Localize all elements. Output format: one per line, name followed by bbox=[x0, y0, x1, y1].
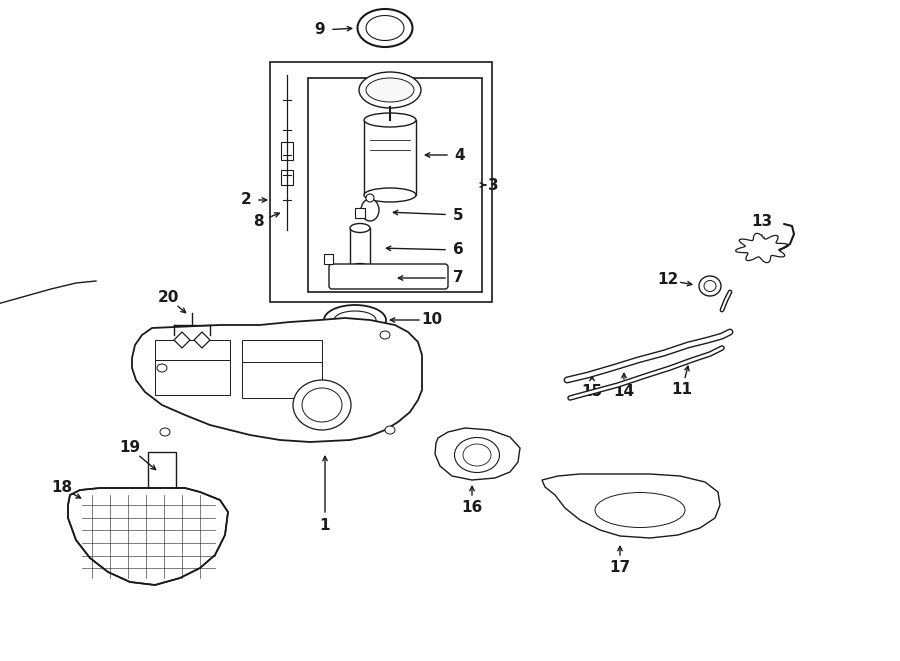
Ellipse shape bbox=[463, 444, 491, 466]
Text: 13: 13 bbox=[752, 215, 772, 229]
Ellipse shape bbox=[324, 305, 386, 335]
Text: 8: 8 bbox=[253, 215, 264, 229]
Text: 17: 17 bbox=[609, 561, 631, 576]
Ellipse shape bbox=[357, 9, 412, 47]
Text: 1: 1 bbox=[320, 518, 330, 533]
Ellipse shape bbox=[364, 113, 416, 127]
Ellipse shape bbox=[160, 428, 170, 436]
Ellipse shape bbox=[334, 311, 376, 329]
Ellipse shape bbox=[380, 331, 390, 339]
FancyBboxPatch shape bbox=[329, 264, 448, 289]
Bar bbox=[148, 452, 176, 492]
Text: 12: 12 bbox=[657, 272, 679, 288]
Text: 7: 7 bbox=[453, 270, 464, 286]
Ellipse shape bbox=[361, 199, 379, 221]
Ellipse shape bbox=[366, 15, 404, 40]
Ellipse shape bbox=[371, 19, 399, 37]
Ellipse shape bbox=[350, 264, 370, 272]
Text: 15: 15 bbox=[581, 385, 603, 399]
Bar bbox=[281, 142, 293, 160]
Text: 6: 6 bbox=[453, 243, 464, 258]
Text: 4: 4 bbox=[454, 147, 465, 163]
Text: 20: 20 bbox=[158, 290, 179, 305]
Polygon shape bbox=[542, 474, 720, 538]
Text: 10: 10 bbox=[421, 313, 443, 327]
Polygon shape bbox=[132, 318, 422, 442]
Ellipse shape bbox=[366, 194, 374, 202]
Polygon shape bbox=[174, 332, 190, 348]
Bar bbox=[355, 208, 365, 218]
Ellipse shape bbox=[454, 438, 500, 473]
Ellipse shape bbox=[595, 492, 685, 527]
Text: 9: 9 bbox=[315, 22, 325, 38]
Ellipse shape bbox=[157, 364, 167, 372]
Text: 19: 19 bbox=[120, 440, 140, 455]
Ellipse shape bbox=[350, 223, 370, 233]
Bar bbox=[155, 340, 230, 395]
Text: 11: 11 bbox=[671, 383, 692, 397]
Bar bbox=[364, 120, 416, 195]
Ellipse shape bbox=[359, 72, 421, 108]
Polygon shape bbox=[735, 233, 788, 262]
Bar bbox=[270, 62, 492, 302]
Text: 3: 3 bbox=[488, 178, 499, 192]
Ellipse shape bbox=[385, 426, 395, 434]
Ellipse shape bbox=[364, 188, 416, 202]
Ellipse shape bbox=[704, 280, 716, 292]
Bar bbox=[324, 254, 333, 264]
Text: 5: 5 bbox=[453, 208, 464, 223]
Text: 18: 18 bbox=[51, 481, 73, 496]
Text: 2: 2 bbox=[240, 192, 251, 208]
Polygon shape bbox=[68, 488, 228, 585]
Polygon shape bbox=[194, 332, 210, 348]
Text: 16: 16 bbox=[462, 500, 482, 516]
Ellipse shape bbox=[302, 388, 342, 422]
Bar bbox=[281, 170, 293, 185]
Bar bbox=[242, 340, 322, 398]
Ellipse shape bbox=[366, 78, 414, 102]
Polygon shape bbox=[435, 428, 520, 480]
Ellipse shape bbox=[293, 380, 351, 430]
Ellipse shape bbox=[699, 276, 721, 296]
Bar bbox=[308, 78, 482, 292]
Bar bbox=[350, 228, 370, 268]
Text: 14: 14 bbox=[614, 385, 634, 399]
